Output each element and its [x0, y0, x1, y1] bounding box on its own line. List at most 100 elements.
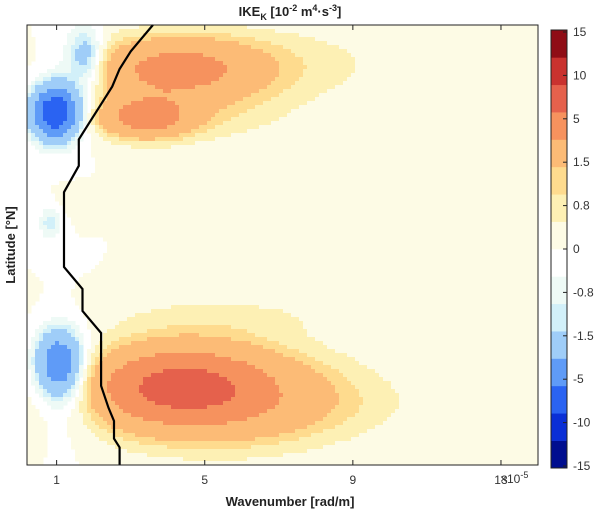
heatmap-cell	[155, 181, 160, 186]
heatmap-cell	[535, 101, 538, 106]
heatmap-cell	[463, 109, 468, 114]
heatmap-cell	[263, 153, 268, 158]
heatmap-cell	[31, 81, 36, 86]
heatmap-cell	[191, 61, 196, 66]
heatmap-cell	[335, 77, 340, 82]
heatmap-cell	[71, 89, 76, 94]
heatmap-cell	[159, 173, 164, 178]
heatmap-cell	[115, 49, 120, 54]
heatmap-cell	[219, 161, 224, 166]
heatmap-cell	[271, 33, 276, 38]
heatmap-cell	[183, 61, 188, 66]
heatmap-cell	[211, 49, 216, 54]
heatmap-cell	[395, 89, 400, 94]
heatmap-cell	[179, 121, 184, 126]
heatmap-cell	[407, 25, 412, 30]
heatmap-cell	[63, 57, 68, 62]
heatmap-cell	[275, 53, 280, 58]
heatmap-cell	[523, 93, 528, 98]
heatmap-cell	[283, 73, 288, 78]
heatmap-cell	[99, 117, 104, 122]
heatmap-cell	[111, 49, 116, 54]
heatmap-cell	[159, 85, 164, 90]
heatmap-cell	[119, 161, 124, 166]
heatmap-cell	[231, 157, 236, 162]
heatmap-cell	[163, 117, 168, 122]
heatmap-cell	[383, 25, 388, 30]
heatmap-cell	[347, 133, 352, 138]
heatmap-cell	[27, 133, 32, 138]
heatmap-cell	[103, 89, 108, 94]
heatmap-cell	[503, 45, 508, 50]
heatmap-cell	[523, 53, 528, 58]
heatmap-cell	[219, 121, 224, 126]
heatmap-cell	[79, 45, 84, 50]
heatmap-cell	[431, 185, 436, 190]
heatmap-cell	[247, 165, 252, 170]
heatmap-cell	[279, 165, 284, 170]
heatmap-cell	[439, 93, 444, 98]
heatmap-cell	[191, 161, 196, 166]
heatmap-cell	[103, 125, 108, 130]
heatmap-cell	[99, 49, 104, 54]
heatmap-cell	[215, 81, 220, 86]
heatmap-cell	[187, 185, 192, 190]
heatmap-cell	[351, 29, 356, 34]
heatmap-cell	[451, 33, 456, 38]
heatmap-cell	[91, 105, 96, 110]
heatmap-cell	[363, 149, 368, 154]
heatmap-cell	[395, 105, 400, 110]
heatmap-cell	[527, 41, 532, 46]
heatmap-cell	[267, 33, 272, 38]
heatmap-cell	[139, 129, 144, 134]
heatmap-cell	[343, 153, 348, 158]
heatmap-cell	[163, 169, 168, 174]
heatmap-cell	[427, 77, 432, 82]
heatmap-cell	[427, 29, 432, 34]
heatmap-cell	[107, 181, 112, 186]
heatmap-cell	[319, 37, 324, 42]
heatmap-cell	[403, 101, 408, 106]
plot-area: 1 5 9 13	[26, 24, 539, 487]
heatmap-cell	[343, 41, 348, 46]
heatmap-cell	[51, 121, 56, 126]
heatmap-cell	[343, 125, 348, 130]
heatmap-cell	[399, 53, 404, 58]
heatmap-cell	[487, 165, 492, 170]
heatmap-cell	[479, 33, 484, 38]
heatmap-cell	[87, 53, 92, 58]
heatmap-cell	[191, 101, 196, 106]
heatmap-cell	[123, 113, 128, 118]
heatmap-cell	[319, 73, 324, 78]
heatmap-cell	[223, 61, 228, 66]
heatmap-cell	[295, 157, 300, 162]
heatmap-cell	[139, 165, 144, 170]
heatmap-cell	[367, 65, 372, 70]
heatmap-cell	[339, 109, 344, 114]
heatmap-cell	[419, 141, 424, 146]
heatmap-cell	[123, 61, 128, 66]
heatmap-cell	[415, 45, 420, 50]
heatmap-cell	[435, 101, 440, 106]
heatmap-cell	[407, 97, 412, 102]
heatmap-cell	[175, 49, 180, 54]
heatmap-cell	[203, 141, 208, 146]
heatmap-cell	[215, 69, 220, 74]
heatmap-cell	[139, 149, 144, 154]
heatmap-cell	[519, 105, 524, 110]
heatmap-cell	[47, 109, 52, 114]
heatmap-cell	[283, 25, 288, 30]
heatmap-cell	[71, 189, 76, 194]
heatmap-cell	[167, 65, 172, 70]
heatmap-cell	[319, 117, 324, 122]
heatmap-cell	[219, 129, 224, 134]
heatmap-cell	[107, 97, 112, 102]
heatmap-cell	[191, 97, 196, 102]
heatmap-cell	[363, 57, 368, 62]
heatmap-cell	[479, 41, 484, 46]
heatmap-cell	[119, 33, 124, 38]
heatmap-cell	[103, 181, 108, 186]
heatmap-cell	[139, 73, 144, 78]
heatmap-cell	[175, 29, 180, 34]
heatmap-cell	[191, 173, 196, 178]
